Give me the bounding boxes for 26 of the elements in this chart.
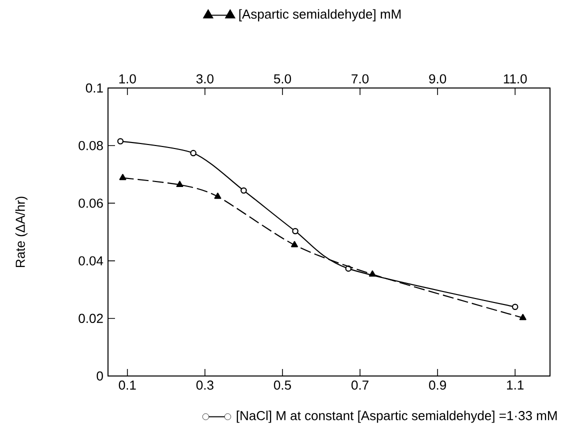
x2-tick-label: 9.0 [429, 74, 446, 84]
x-tick-label: 0.7 [351, 380, 368, 390]
point [190, 150, 196, 156]
x-tick-label: 1.1 [507, 380, 524, 390]
y-tick-label: 0.06 [78, 198, 103, 208]
x-tick-label: 0.9 [429, 380, 446, 390]
point [117, 138, 124, 144]
x2-tick-label: 5.0 [274, 74, 292, 84]
x2-tick-label: 11.0 [504, 74, 527, 84]
y-tick-label: 0 [96, 371, 103, 381]
y-tick-label: 0.1 [86, 83, 103, 93]
x-axis-title: [NaCl] M at constant [Aspartic semialdehyde] =1·33 mM [236, 410, 557, 423]
y-axis-title: Rate (ΔA/hr) [15, 196, 28, 268]
x2-tick-label: 1.0 [119, 74, 136, 84]
point [512, 304, 518, 310]
y-tick-label: 0.04 [78, 256, 104, 266]
x2-tick-label: 7.0 [352, 74, 369, 84]
x-tick-label: 0.3 [196, 380, 214, 390]
x-tick-label: 0.1 [118, 380, 136, 390]
x2-tick-label: 3.0 [196, 74, 214, 84]
point [292, 228, 298, 234]
x-tick-label: 0.5 [274, 380, 291, 390]
y-tick-label: 0.08 [78, 140, 103, 150]
x2-axis-title: [Aspartic semialdehyde] mM [239, 9, 401, 22]
y-tick-label: 0.02 [78, 314, 103, 323]
point [240, 187, 247, 194]
